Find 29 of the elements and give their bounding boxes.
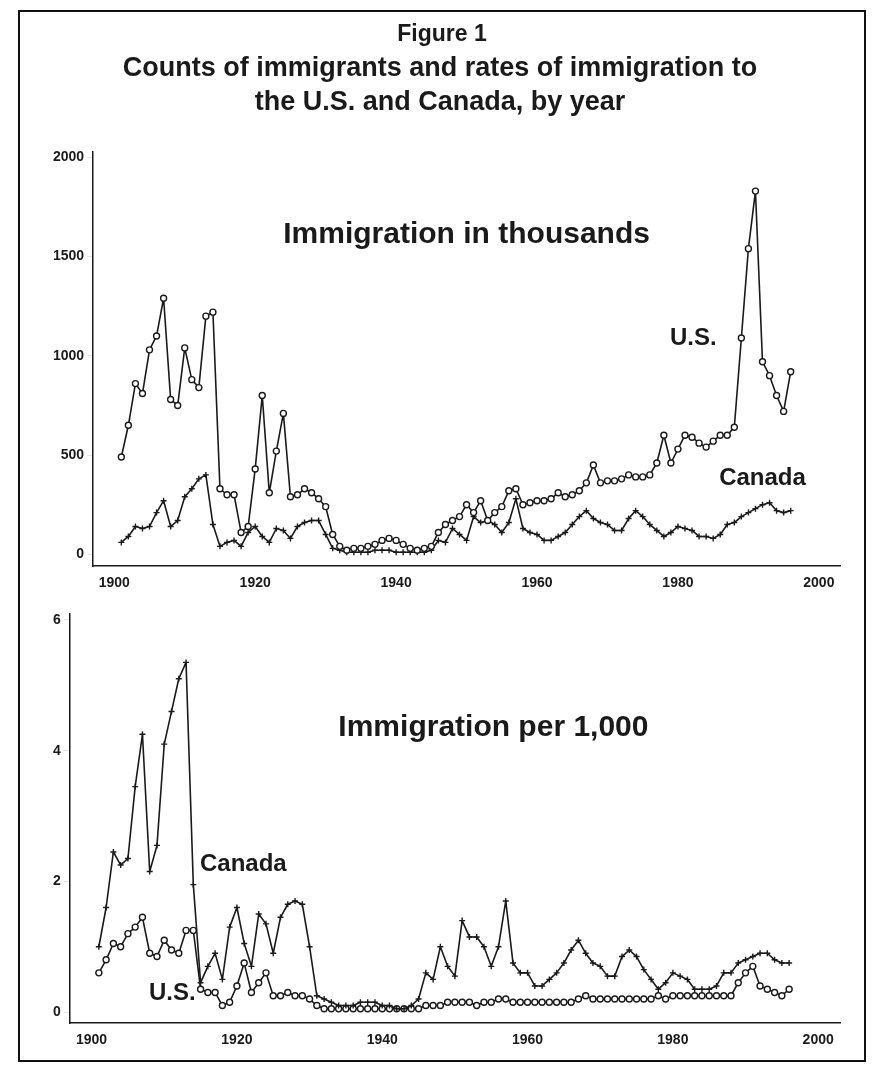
x-tick-label: 1960 — [511, 1031, 544, 1048]
y-tick-label: 0 — [52, 1002, 61, 1019]
x-tick-label: 1920 — [239, 574, 271, 591]
y-tick-label: 1500 — [52, 247, 85, 264]
y-tick-label: 500 — [60, 445, 85, 462]
y-tick-label: 0 — [76, 545, 85, 562]
annotation: Immigration in thousands — [283, 215, 650, 249]
x-tick-label: 1980 — [662, 574, 694, 591]
x-tick-label: 1900 — [98, 574, 131, 591]
series-label: U.S. — [149, 978, 196, 1006]
x-tick-label: 2000 — [803, 574, 835, 591]
series-label: Canada — [719, 463, 807, 491]
annotation: Immigration per 1,000 — [338, 709, 649, 743]
x-tick-label: 1900 — [76, 1031, 108, 1048]
x-tick-label: 2000 — [802, 1031, 834, 1048]
chart-title: Figure 1 — [396, 20, 488, 47]
y-tick-label: 4 — [52, 741, 61, 758]
y-tick-label: 2000 — [52, 148, 85, 165]
x-tick-label: 1940 — [366, 1031, 399, 1048]
y-tick-label: 2 — [52, 872, 61, 889]
series-label: U.S. — [670, 322, 717, 350]
series-label: Canada — [199, 849, 288, 877]
y-tick-label: 6 — [52, 610, 61, 627]
x-tick-label: 1920 — [221, 1031, 253, 1048]
x-tick-label: 1980 — [657, 1031, 689, 1048]
y-tick-label: 1000 — [52, 346, 85, 363]
x-tick-label: 1940 — [380, 574, 412, 591]
x-tick-label: 1960 — [521, 574, 553, 591]
chart-subtitle: Counts of immigrants and rates of immigration to the U.S. and Canada, by year — [121, 51, 759, 118]
